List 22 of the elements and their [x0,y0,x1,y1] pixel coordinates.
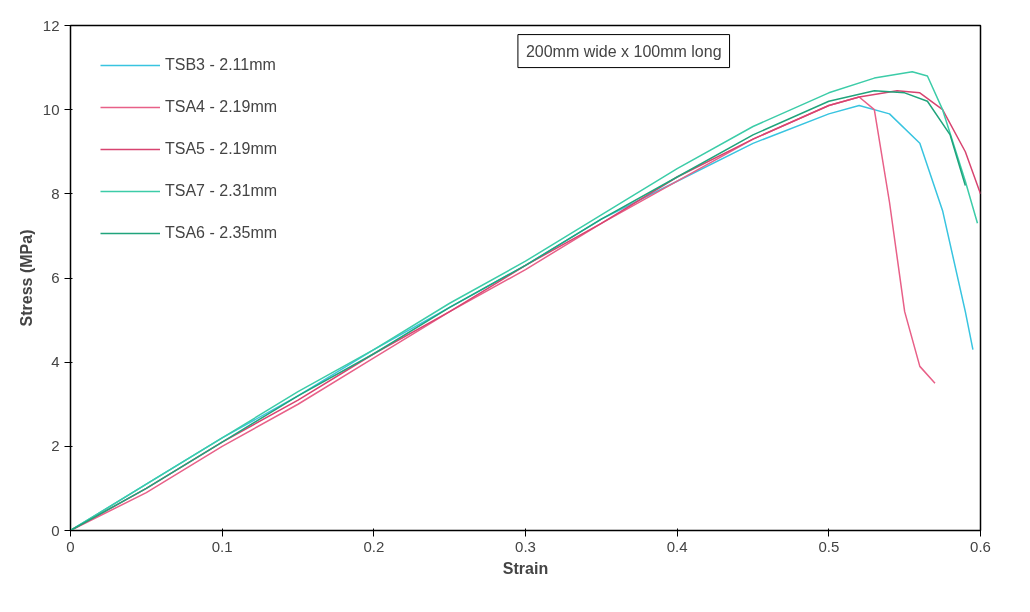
y-tick-label: 4 [51,353,60,371]
x-tick-label: 0 [66,537,75,555]
x-tick-label: 0.3 [515,537,536,555]
y-tick-label: 0 [51,521,60,539]
y-tick-label: 8 [51,184,60,202]
x-tick-label: 0.4 [666,537,688,555]
legend-label: TSA5 - 2.19mm [165,140,278,158]
legend-label: TSA4 - 2.19mm [165,98,278,116]
legend-label: TSA7 - 2.31mm [165,182,278,200]
y-tick-label: 10 [42,100,60,118]
x-axis-title: Strain [502,559,549,577]
x-tick-label: 0.6 [970,537,991,555]
y-tick-label: 6 [51,269,60,286]
y-tick-label: 2 [51,437,60,455]
annotation: 200mm wide x 100mm long [525,42,722,60]
legend-label: TSB3 - 2.11mm [165,56,276,74]
x-tick-label: 0.1 [211,537,233,555]
y-tick-label: 12 [42,16,60,34]
x-tick-label: 0.2 [363,537,385,555]
x-tick-label: 0.5 [818,537,840,555]
y-axis-title: Stress (MPa) [17,229,35,327]
legend-label: TSA6 - 2.35mm [165,224,278,242]
